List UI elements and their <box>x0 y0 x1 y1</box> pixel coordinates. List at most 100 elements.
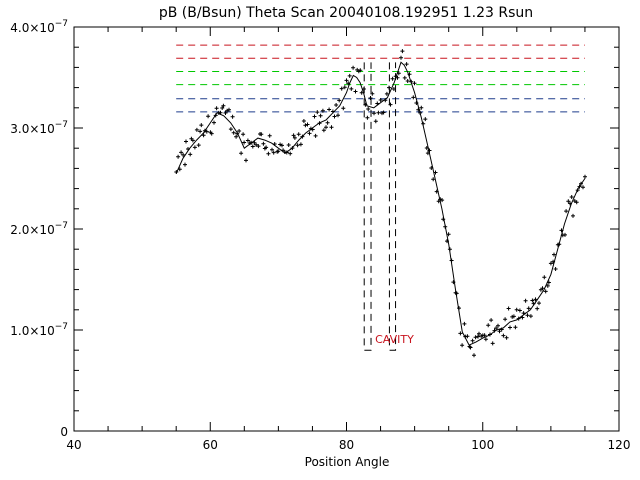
data-point <box>449 258 454 263</box>
data-point <box>488 332 492 337</box>
data-point <box>458 331 463 336</box>
y-tick-exponent: −7 <box>55 221 68 231</box>
data-point <box>531 301 536 306</box>
data-point <box>396 71 401 76</box>
data-point <box>270 147 274 152</box>
data-point <box>462 321 467 326</box>
y-tick-label: 2.0×10−7 <box>10 221 68 237</box>
data-point <box>445 239 449 244</box>
data-point <box>551 259 556 264</box>
data-point <box>564 209 569 214</box>
cavity-box <box>388 62 397 351</box>
data-point <box>465 334 470 339</box>
data-point <box>533 297 538 302</box>
data-point <box>460 343 465 348</box>
data-point <box>441 217 446 222</box>
data-point <box>434 189 439 194</box>
data-point <box>190 138 195 143</box>
data-point <box>223 111 228 115</box>
data-point <box>552 252 556 257</box>
data-point <box>521 311 526 316</box>
data-point <box>212 120 216 125</box>
data-point <box>568 201 572 206</box>
data-point <box>416 107 421 112</box>
data-point <box>378 98 383 102</box>
data-point <box>391 87 396 91</box>
data-point <box>473 335 478 340</box>
y-tick-label: 1.0×10−7 <box>10 322 68 338</box>
data-point <box>381 110 386 115</box>
data-point <box>347 73 352 78</box>
data-point <box>530 298 535 303</box>
data-point <box>346 81 351 86</box>
data-point <box>366 107 371 111</box>
data-point <box>313 133 318 138</box>
data-point <box>431 177 436 182</box>
data-point <box>472 353 476 358</box>
data-point <box>526 306 531 311</box>
data-point <box>288 151 293 156</box>
chart-title: pB (B/Bsun) Theta Scan 20040108.192951 1… <box>159 5 533 21</box>
data-point <box>194 127 199 132</box>
data-point <box>486 323 491 328</box>
data-point <box>569 195 574 199</box>
data-point <box>334 103 339 107</box>
data-point <box>516 316 521 321</box>
y-tick-exponent: −7 <box>55 19 68 29</box>
data-point <box>535 306 540 311</box>
data-point <box>295 143 300 148</box>
data-point <box>231 130 236 135</box>
data-point <box>414 101 419 105</box>
data-point <box>559 228 564 233</box>
data-point <box>537 301 541 306</box>
data-point <box>214 106 219 111</box>
data-point <box>402 75 407 80</box>
data-point <box>206 114 211 119</box>
data-point <box>557 242 562 247</box>
x-tick-label: 120 <box>608 438 631 452</box>
data-point <box>563 232 567 237</box>
data-point <box>325 120 330 125</box>
data-point <box>409 79 414 84</box>
x-tick-label: 40 <box>66 438 81 452</box>
y-tick-label: 4.0×10−7 <box>10 19 68 35</box>
data-point <box>296 132 301 137</box>
y-tick-exponent: −7 <box>55 322 68 332</box>
data-point <box>451 280 456 285</box>
data-point <box>359 90 364 95</box>
data-point <box>353 89 358 94</box>
data-point <box>286 143 291 147</box>
x-tick-label: 80 <box>339 438 354 452</box>
data-point <box>341 106 346 111</box>
data-point <box>365 115 370 120</box>
data-point <box>583 174 587 179</box>
data-point <box>504 335 509 340</box>
data-point <box>267 133 272 138</box>
data-point <box>184 139 188 144</box>
data-point <box>181 152 186 157</box>
data-point <box>271 150 276 155</box>
data-point <box>503 317 508 322</box>
data-point <box>405 79 410 83</box>
data-point <box>321 128 326 133</box>
data-point <box>407 72 412 77</box>
x-tick-label: 60 <box>203 438 218 452</box>
data-point <box>337 98 342 103</box>
data-point <box>373 119 378 124</box>
data-point <box>204 129 209 134</box>
data-point <box>201 133 206 138</box>
data-point <box>176 154 181 159</box>
data-point <box>174 170 179 174</box>
x-tick-label: 100 <box>471 438 494 452</box>
data-point <box>496 323 500 328</box>
data-point <box>577 184 582 189</box>
data-point <box>419 105 424 110</box>
data-point <box>508 325 512 330</box>
data-point <box>457 306 461 311</box>
data-point <box>523 298 528 303</box>
data-point <box>318 113 323 118</box>
data-point <box>425 151 430 156</box>
data-point <box>395 75 400 80</box>
data-point <box>454 291 459 296</box>
data-point <box>492 328 497 333</box>
